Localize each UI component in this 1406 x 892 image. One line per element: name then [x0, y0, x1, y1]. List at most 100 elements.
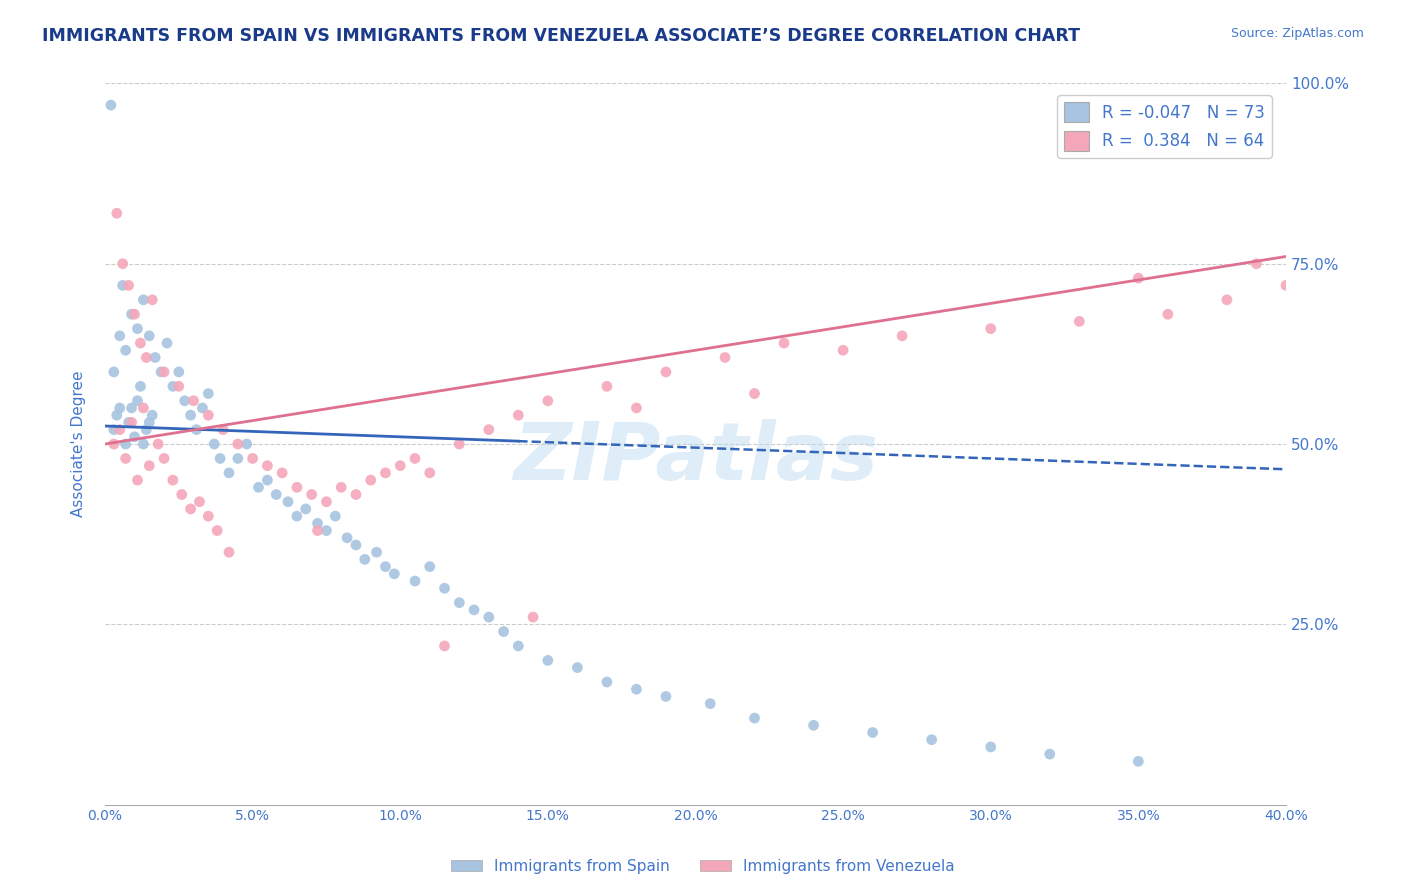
Point	[121, 307, 143, 321]
Point	[114, 451, 136, 466]
Point	[218, 545, 240, 559]
Point	[1157, 307, 1180, 321]
Point	[129, 336, 152, 351]
Point	[218, 466, 240, 480]
Point	[186, 423, 208, 437]
Point	[132, 401, 155, 415]
Point	[108, 423, 131, 437]
Point	[114, 343, 136, 358]
Point	[307, 516, 329, 531]
Point	[862, 725, 884, 739]
Point	[478, 423, 501, 437]
Point	[1128, 755, 1150, 769]
Point	[138, 416, 160, 430]
Point	[108, 329, 131, 343]
Point	[980, 739, 1002, 754]
Point	[114, 437, 136, 451]
Point	[127, 393, 149, 408]
Point	[121, 401, 143, 415]
Point	[744, 711, 766, 725]
Y-axis label: Associate's Degree: Associate's Degree	[72, 371, 86, 517]
Point	[117, 416, 139, 430]
Point	[105, 408, 128, 422]
Point	[156, 336, 179, 351]
Point	[353, 552, 375, 566]
Point	[100, 98, 122, 112]
Point	[374, 559, 396, 574]
Point	[141, 293, 163, 307]
Point	[1216, 293, 1239, 307]
Point	[655, 365, 678, 379]
Point	[323, 509, 346, 524]
Point	[655, 690, 678, 704]
Point	[921, 732, 943, 747]
Point	[1275, 278, 1298, 293]
Point	[803, 718, 825, 732]
Point	[226, 451, 249, 466]
Point	[1246, 257, 1268, 271]
Point	[1128, 271, 1150, 285]
Point	[132, 437, 155, 451]
Point	[626, 401, 648, 415]
Point	[180, 502, 202, 516]
Point	[124, 430, 146, 444]
Text: IMMIGRANTS FROM SPAIN VS IMMIGRANTS FROM VENEZUELA ASSOCIATE’S DEGREE CORRELATIO: IMMIGRANTS FROM SPAIN VS IMMIGRANTS FROM…	[42, 27, 1080, 45]
Point	[301, 487, 323, 501]
Point	[382, 566, 405, 581]
Point	[205, 524, 228, 538]
Point	[146, 437, 169, 451]
Point	[433, 639, 456, 653]
Point	[197, 386, 219, 401]
Point	[626, 682, 648, 697]
Point	[256, 473, 278, 487]
Point	[344, 538, 367, 552]
Point	[124, 307, 146, 321]
Point	[980, 321, 1002, 335]
Point	[419, 559, 441, 574]
Point	[336, 531, 359, 545]
Point	[127, 321, 149, 335]
Point	[522, 610, 544, 624]
Point	[596, 379, 619, 393]
Point	[183, 393, 205, 408]
Point	[202, 437, 225, 451]
Point	[242, 451, 264, 466]
Point	[129, 379, 152, 393]
Point	[180, 408, 202, 422]
Point	[153, 365, 176, 379]
Point	[143, 351, 166, 365]
Point	[188, 494, 211, 508]
Point	[537, 653, 560, 667]
Point	[360, 473, 382, 487]
Point	[389, 458, 412, 473]
Point	[449, 437, 471, 451]
Point	[132, 293, 155, 307]
Point	[162, 473, 184, 487]
Point	[173, 393, 195, 408]
Point	[1069, 314, 1091, 328]
Point	[404, 574, 426, 588]
Point	[449, 596, 471, 610]
Point	[285, 480, 308, 494]
Point	[567, 660, 589, 674]
Point	[537, 393, 560, 408]
Point	[433, 581, 456, 595]
Point	[891, 329, 914, 343]
Point	[247, 480, 270, 494]
Point	[111, 278, 134, 293]
Point	[256, 458, 278, 473]
Legend: R = -0.047   N = 73, R =  0.384   N = 64: R = -0.047 N = 73, R = 0.384 N = 64	[1057, 95, 1271, 158]
Point	[197, 408, 219, 422]
Text: Source: ZipAtlas.com: Source: ZipAtlas.com	[1230, 27, 1364, 40]
Point	[138, 329, 160, 343]
Point	[1039, 747, 1062, 761]
Point	[162, 379, 184, 393]
Point	[103, 423, 125, 437]
Point	[744, 386, 766, 401]
Point	[135, 423, 157, 437]
Point	[330, 480, 353, 494]
Point	[773, 336, 796, 351]
Point	[832, 343, 855, 358]
Point	[366, 545, 388, 559]
Point	[191, 401, 214, 415]
